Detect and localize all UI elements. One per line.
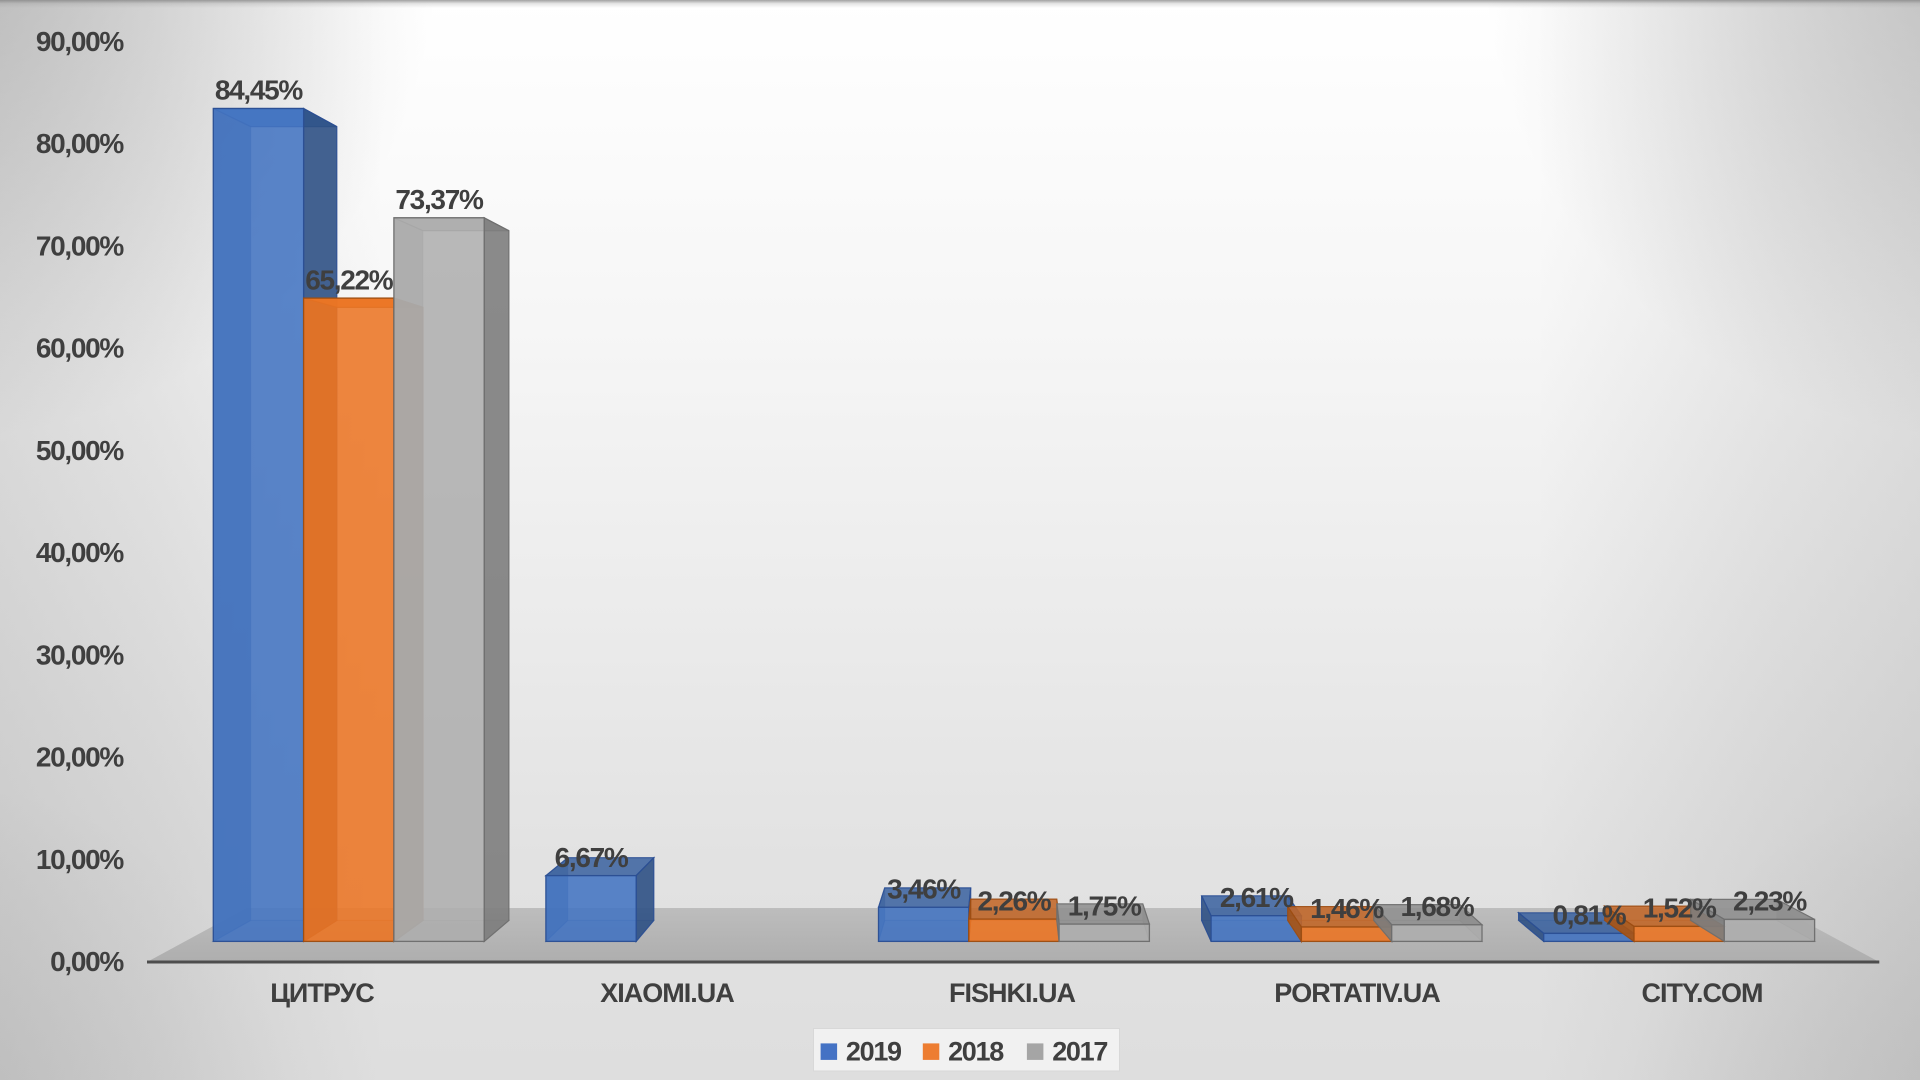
- svg-text:FISHKI.UA: FISHKI.UA: [949, 978, 1076, 1008]
- svg-text:73,37%: 73,37%: [395, 184, 484, 215]
- svg-text:2019: 2019: [846, 1036, 902, 1066]
- svg-text:10,00%: 10,00%: [36, 844, 125, 875]
- svg-text:80,00%: 80,00%: [36, 128, 125, 159]
- svg-text:2018: 2018: [948, 1036, 1004, 1066]
- svg-text:XIAOMI.UA: XIAOMI.UA: [600, 978, 734, 1008]
- svg-text:84,45%: 84,45%: [215, 75, 304, 106]
- svg-text:ЦИТРУС: ЦИТРУС: [270, 978, 374, 1008]
- svg-text:PORTATIV.UA: PORTATIV.UA: [1274, 978, 1440, 1008]
- svg-text:2,61%: 2,61%: [1220, 882, 1294, 913]
- svg-text:1,68%: 1,68%: [1400, 891, 1474, 922]
- svg-text:40,00%: 40,00%: [36, 537, 125, 568]
- svg-text:CITY.COM: CITY.COM: [1641, 978, 1762, 1008]
- svg-text:90,00%: 90,00%: [36, 26, 125, 57]
- svg-text:70,00%: 70,00%: [36, 230, 125, 261]
- svg-text:2,26%: 2,26%: [977, 885, 1051, 916]
- svg-text:30,00%: 30,00%: [36, 639, 125, 670]
- svg-text:1,52%: 1,52%: [1643, 893, 1717, 924]
- svg-text:60,00%: 60,00%: [36, 333, 125, 364]
- svg-text:0,81%: 0,81%: [1552, 900, 1626, 931]
- svg-text:3,46%: 3,46%: [887, 874, 961, 905]
- svg-text:20,00%: 20,00%: [36, 742, 125, 773]
- svg-text:1,75%: 1,75%: [1068, 890, 1142, 921]
- svg-text:50,00%: 50,00%: [36, 435, 125, 466]
- svg-text:6,67%: 6,67%: [555, 842, 629, 873]
- svg-text:65,22%: 65,22%: [305, 264, 394, 295]
- svg-text:1,46%: 1,46%: [1310, 893, 1384, 924]
- svg-text:0,00%: 0,00%: [50, 946, 124, 977]
- svg-text:2017: 2017: [1052, 1036, 1107, 1066]
- svg-text:2,23%: 2,23%: [1733, 886, 1807, 917]
